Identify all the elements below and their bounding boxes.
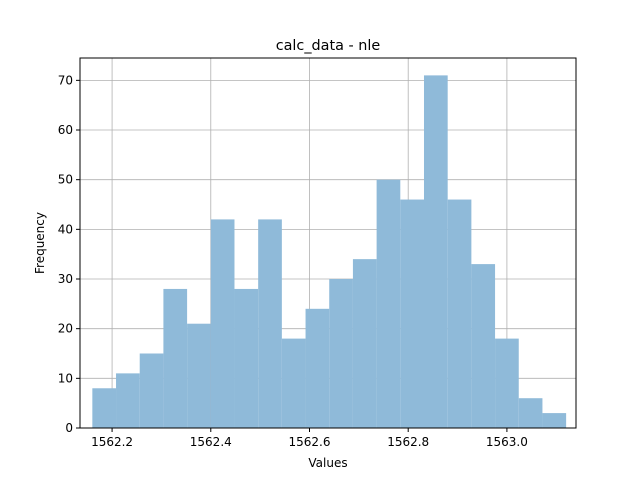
chart-title: calc_data - nle xyxy=(276,38,381,54)
histogram-bar xyxy=(400,199,424,428)
histogram-bar xyxy=(352,259,377,428)
y-tick-label: 70 xyxy=(58,73,73,87)
histogram-bar xyxy=(258,219,282,428)
y-tick-label: 30 xyxy=(58,272,73,286)
y-tick-label: 10 xyxy=(58,371,73,385)
histogram-bar xyxy=(116,373,140,428)
y-axis-ticks: 0 10 20 30 40 50 60 70 xyxy=(58,73,80,435)
y-tick-label: 0 xyxy=(65,421,73,435)
y-tick-label: 20 xyxy=(58,322,73,336)
y-tick-label: 60 xyxy=(58,123,73,137)
x-tick-label: 1562.8 xyxy=(387,435,429,449)
histogram-bar xyxy=(329,279,353,428)
histogram-bar xyxy=(423,75,448,428)
histogram-bar xyxy=(305,308,330,428)
histogram-bar xyxy=(471,264,496,428)
x-tick-label: 1562.4 xyxy=(190,435,232,449)
plot-frame xyxy=(79,57,577,429)
histogram-bar xyxy=(187,323,211,428)
x-tick-label: 1563.0 xyxy=(486,435,528,449)
y-tick-label: 50 xyxy=(58,173,73,187)
histogram-bar xyxy=(139,353,164,428)
histogram-bar xyxy=(281,338,306,428)
x-axis-title: Values xyxy=(308,456,347,470)
histogram-bar xyxy=(234,288,259,428)
histogram-bar xyxy=(163,288,188,428)
histogram-bar xyxy=(447,199,472,428)
histogram-bar xyxy=(542,413,567,428)
x-axis-ticks: 1562.2 1562.4 1562.6 1562.8 1563.0 xyxy=(91,428,528,449)
x-tick-label: 1562.2 xyxy=(91,435,133,449)
y-axis-title: Frequency xyxy=(33,212,47,274)
histogram-bar xyxy=(376,179,401,428)
histogram-bar xyxy=(210,219,235,428)
histogram-bar xyxy=(518,398,543,428)
y-tick-label: 40 xyxy=(58,222,73,236)
histogram-bar xyxy=(495,338,519,428)
histogram-bars xyxy=(92,75,567,428)
histogram-bar xyxy=(92,388,117,428)
x-tick-label: 1562.6 xyxy=(288,435,330,449)
